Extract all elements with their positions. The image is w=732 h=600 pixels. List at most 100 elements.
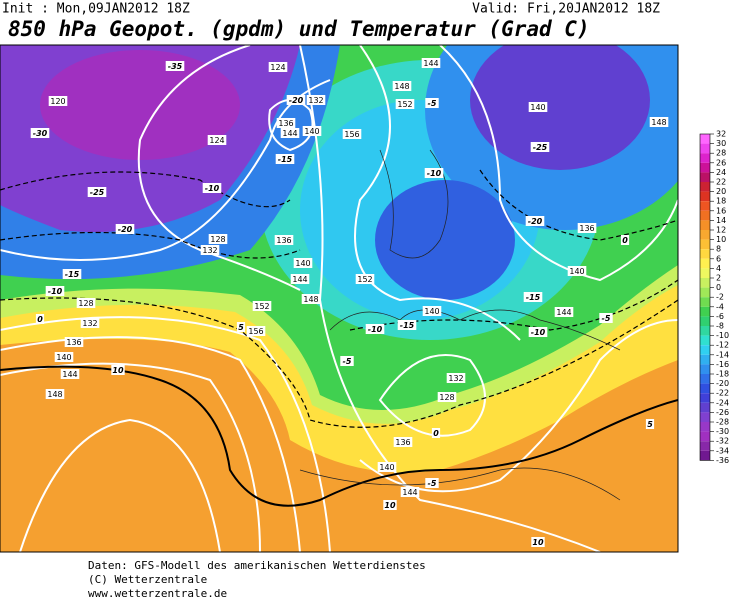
contour-label-box xyxy=(290,274,310,284)
colorbar-label: -34 xyxy=(716,446,729,455)
geopotential-label: 152 xyxy=(357,275,372,284)
temperature-label: -15 xyxy=(526,293,541,302)
contour-label-box xyxy=(268,62,288,72)
contour-label-box xyxy=(286,95,306,105)
colorbar-segment xyxy=(700,441,710,451)
geopotential-label: 140 xyxy=(424,307,439,316)
colorbar-segment xyxy=(700,326,710,336)
colorbar-segment xyxy=(700,162,710,173)
geopotential-label: 136 xyxy=(395,438,410,447)
contour-label-box xyxy=(275,154,295,164)
contour-label-box xyxy=(523,292,543,302)
temperature-label: 5 xyxy=(647,420,653,429)
contour-label-box xyxy=(342,129,362,139)
colorbar-label: -2 xyxy=(716,293,724,302)
colorbar-segment xyxy=(700,422,710,432)
geopotential-label: 144 xyxy=(282,129,297,138)
geopotential-contours xyxy=(0,45,678,552)
geopotential-label: 152 xyxy=(397,100,412,109)
contour-label-box xyxy=(35,314,45,324)
colorbar-label: -14 xyxy=(716,350,729,359)
geopotential-label: 128 xyxy=(78,299,93,308)
temperature-label: -10 xyxy=(205,184,220,193)
contour-label-box xyxy=(87,187,107,197)
contour-label-box xyxy=(446,373,466,383)
contour-label-box xyxy=(115,224,135,234)
contour-label-box xyxy=(528,327,548,337)
colorbar-label: -4 xyxy=(716,302,724,311)
contour-label-box xyxy=(528,102,548,112)
contour-label-box xyxy=(437,392,457,402)
colorbar-label: -18 xyxy=(716,370,729,379)
contour-label-box xyxy=(236,322,246,332)
colorbar-label: -20 xyxy=(716,379,729,388)
contour-label-box xyxy=(208,234,228,244)
contour-label-box xyxy=(30,128,50,138)
colorbar-label: 22 xyxy=(716,178,726,187)
contour-label-box xyxy=(400,487,420,497)
contour-label-box xyxy=(645,419,655,429)
zero-isotherm xyxy=(0,365,678,507)
contour-label-box xyxy=(355,274,375,284)
geopotential-label: 136 xyxy=(579,224,594,233)
contour-label-box xyxy=(45,389,65,399)
contour-label-box xyxy=(60,369,80,379)
contour-label-box xyxy=(525,216,545,226)
colorbar-label: -6 xyxy=(716,312,724,321)
temperature-label: -15 xyxy=(400,321,415,330)
temperature-label: 0 xyxy=(622,236,628,245)
geopotential-label: 132 xyxy=(202,246,217,255)
temperature-label: 5 xyxy=(238,323,244,332)
geopotential-label: 148 xyxy=(47,390,62,399)
colorbar-segment xyxy=(700,412,710,422)
geopotential-label: 124 xyxy=(209,136,224,145)
colorbar-segment xyxy=(700,230,710,240)
geopotential-label: 156 xyxy=(248,327,263,336)
contour-label-box xyxy=(649,117,669,127)
contour-label-box xyxy=(340,356,354,366)
temperature-label: 0 xyxy=(433,429,439,438)
contour-label-box xyxy=(62,269,82,279)
footer-line: www.wetterzentrale.de xyxy=(88,587,227,600)
valid-time: Valid: Fri,20JAN2012 18Z xyxy=(472,2,660,17)
geopotential-label: 156 xyxy=(344,130,359,139)
contour-label-box xyxy=(274,235,294,245)
colorbar-segment xyxy=(700,201,710,211)
contour-label-box xyxy=(365,324,385,334)
contour-label-box xyxy=(531,537,545,547)
colorbar-label: 6 xyxy=(716,254,721,263)
geopotential-label: 152 xyxy=(254,302,269,311)
colorbar-segment xyxy=(700,354,710,365)
contour-label-box xyxy=(207,135,227,145)
geopotential-label: 120 xyxy=(50,97,65,106)
colorbar-label: -36 xyxy=(716,456,729,465)
colorbar-segment xyxy=(700,268,710,278)
colorbar-segment xyxy=(700,210,710,221)
geopotential-label: 132 xyxy=(308,96,323,105)
contour-label-box xyxy=(377,462,397,472)
temperature-label: 10 xyxy=(112,366,124,375)
init-time: Init : Mon,09JAN2012 18Z xyxy=(2,2,190,17)
temperature-label: -10 xyxy=(48,287,63,296)
colorbar-segment xyxy=(700,402,710,413)
colorbar-label: 30 xyxy=(716,139,726,148)
temperature-label: -10 xyxy=(427,169,442,178)
temperature-label: -25 xyxy=(90,188,105,197)
contour-label-box xyxy=(301,294,321,304)
colorbar-segment xyxy=(700,172,710,182)
colorbar-segment xyxy=(700,287,710,298)
colorbar-label: 4 xyxy=(716,264,721,273)
colorbar-label: 2 xyxy=(716,274,721,283)
temperature-label: 10 xyxy=(384,501,396,510)
contour-label-box xyxy=(599,313,613,323)
colorbar-segment xyxy=(700,450,710,461)
temperature-label: -5 xyxy=(602,314,611,323)
geopotential-label: 124 xyxy=(270,63,285,72)
colorbar-label: 20 xyxy=(716,187,726,196)
colorbar-segment xyxy=(700,258,710,269)
temperature-label: -25 xyxy=(533,143,548,152)
colorbar-label: 26 xyxy=(716,158,726,167)
colorbar-segment xyxy=(700,153,710,163)
